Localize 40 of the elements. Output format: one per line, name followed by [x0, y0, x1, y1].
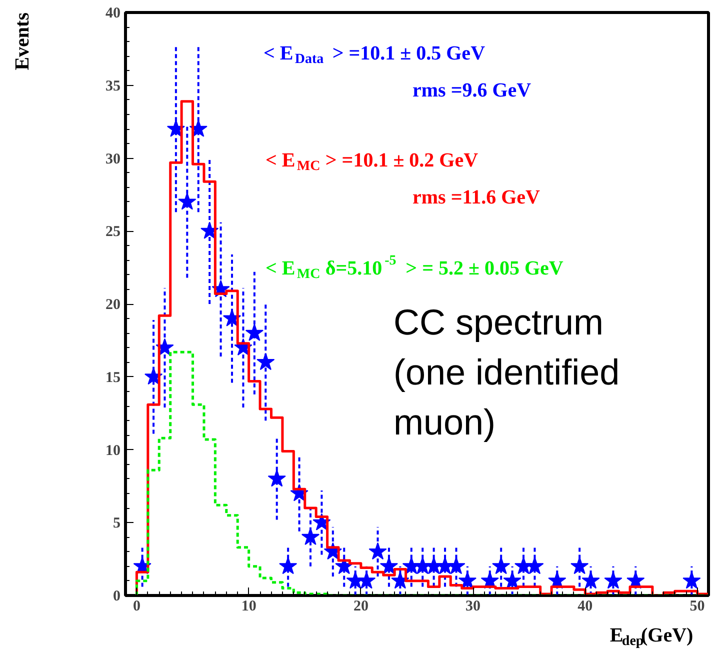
point: [526, 556, 544, 574]
point: [582, 571, 600, 589]
y-tick-label: 25: [106, 224, 120, 240]
point: [604, 571, 622, 589]
point: [178, 192, 196, 210]
annotation: rms =9.6 GeV: [412, 80, 532, 102]
point: [245, 324, 264, 341]
x-tick-label: 40: [578, 598, 593, 614]
point: [380, 556, 398, 574]
x-tick-label: 10: [241, 598, 256, 614]
point: [458, 571, 477, 589]
point: [570, 556, 589, 574]
annotation: CC spectrum (one identified muon): [394, 302, 620, 442]
point: [492, 556, 510, 574]
y-tick-label: 15: [106, 370, 120, 386]
x-tick-label: 0: [132, 598, 140, 614]
y-tick-label: 5: [113, 516, 120, 532]
y-tick-label: 10: [106, 442, 120, 459]
y-tick-label: 0: [113, 588, 120, 604]
x-tick-label: 30: [466, 598, 481, 614]
y-tick-label: 20: [106, 297, 120, 313]
y-tick-label: 35: [106, 78, 120, 94]
point: [503, 571, 522, 589]
x-tick-label: 50: [690, 598, 705, 614]
point: [447, 556, 466, 574]
point: [279, 556, 298, 574]
point: [357, 571, 376, 589]
point: [368, 542, 387, 560]
point: [166, 120, 186, 137]
x-tick-label: 20: [353, 598, 368, 614]
point: [144, 367, 163, 385]
y-tick-label: 40: [106, 6, 120, 22]
point: [268, 469, 286, 487]
point: [301, 528, 320, 545]
y-axis-title: Events: [12, 12, 34, 70]
point: [256, 352, 275, 370]
point: [391, 571, 410, 589]
y-tick-label: 30: [106, 151, 120, 168]
point: [682, 571, 701, 589]
annotation: rms =11.6 GeV: [412, 186, 541, 208]
